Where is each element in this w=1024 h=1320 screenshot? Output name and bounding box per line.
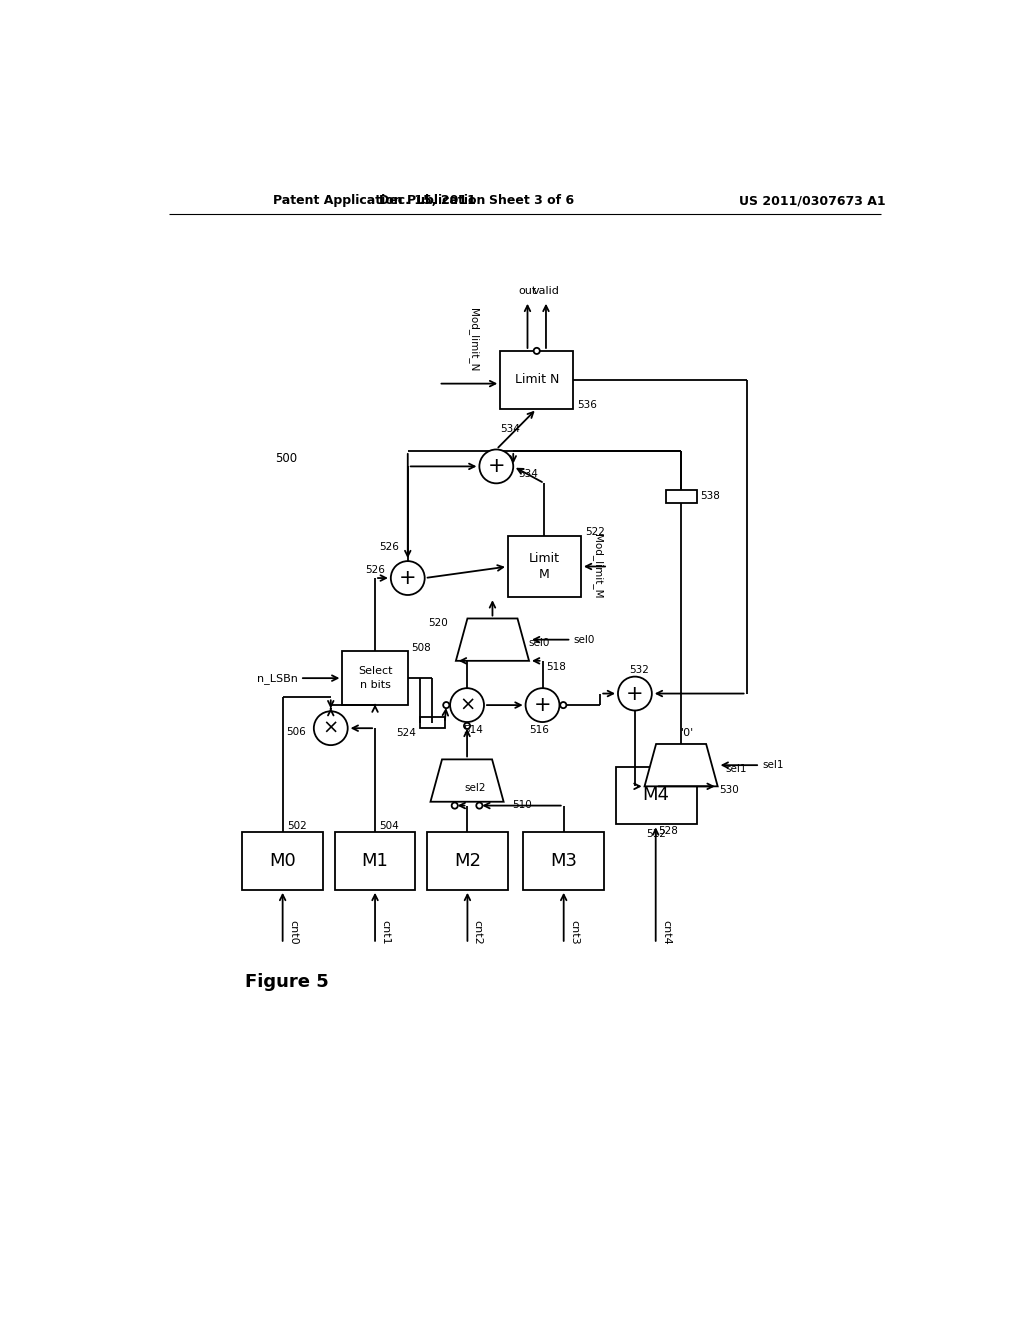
Circle shape bbox=[560, 702, 566, 708]
Bar bbox=[508, 536, 581, 597]
Text: out: out bbox=[518, 286, 537, 296]
Text: 504: 504 bbox=[380, 821, 399, 832]
Text: 526: 526 bbox=[365, 565, 385, 576]
Text: 506: 506 bbox=[287, 727, 306, 737]
Text: '0': '0' bbox=[681, 729, 694, 738]
Circle shape bbox=[479, 449, 513, 483]
Bar bbox=[666, 490, 696, 503]
Text: 514: 514 bbox=[463, 725, 483, 735]
Bar bbox=[420, 718, 444, 729]
Text: n bits: n bits bbox=[359, 680, 390, 690]
Text: +: + bbox=[487, 457, 505, 477]
Text: 500: 500 bbox=[275, 453, 297, 465]
Circle shape bbox=[313, 711, 348, 744]
Text: cnt3: cnt3 bbox=[569, 920, 580, 945]
Bar bbox=[615, 767, 696, 825]
Text: M3: M3 bbox=[550, 851, 578, 870]
Text: n_LSBn: n_LSBn bbox=[257, 673, 298, 684]
Polygon shape bbox=[430, 759, 504, 801]
Text: +: + bbox=[626, 684, 644, 704]
Text: cnt0: cnt0 bbox=[288, 920, 298, 945]
Text: 536: 536 bbox=[578, 400, 597, 409]
Bar bbox=[243, 832, 323, 890]
Polygon shape bbox=[644, 744, 718, 787]
Text: Mod_limit_M: Mod_limit_M bbox=[593, 535, 603, 599]
Circle shape bbox=[443, 702, 450, 708]
Text: sel1: sel1 bbox=[762, 760, 783, 770]
Text: 520: 520 bbox=[428, 618, 447, 628]
Text: cnt4: cnt4 bbox=[662, 920, 671, 945]
Circle shape bbox=[464, 723, 470, 729]
Text: M1: M1 bbox=[361, 851, 388, 870]
Polygon shape bbox=[456, 619, 529, 661]
Text: 518: 518 bbox=[547, 661, 566, 672]
Text: valid: valid bbox=[532, 286, 559, 296]
Text: 538: 538 bbox=[700, 491, 720, 502]
Text: ×: × bbox=[323, 718, 339, 738]
Text: Patent Application Publication: Patent Application Publication bbox=[273, 194, 485, 207]
Circle shape bbox=[451, 688, 484, 722]
Text: 534: 534 bbox=[500, 424, 520, 434]
Text: 512: 512 bbox=[646, 829, 667, 840]
Text: 524: 524 bbox=[396, 727, 416, 738]
Text: 502: 502 bbox=[288, 821, 307, 832]
Bar bbox=[427, 832, 508, 890]
Text: 528: 528 bbox=[658, 825, 678, 836]
Text: US 2011/0307673 A1: US 2011/0307673 A1 bbox=[739, 194, 886, 207]
Text: M0: M0 bbox=[269, 851, 296, 870]
Text: 510: 510 bbox=[512, 800, 531, 809]
Circle shape bbox=[525, 688, 559, 722]
Circle shape bbox=[476, 803, 482, 809]
Bar bbox=[335, 832, 416, 890]
Text: ×: × bbox=[459, 696, 475, 714]
Text: 534: 534 bbox=[518, 469, 538, 479]
Text: sel0: sel0 bbox=[573, 635, 595, 644]
Circle shape bbox=[534, 348, 540, 354]
Text: 526: 526 bbox=[379, 543, 398, 552]
Text: 530: 530 bbox=[720, 785, 739, 795]
Text: 522: 522 bbox=[585, 527, 605, 537]
Text: sel1: sel1 bbox=[726, 764, 748, 774]
Text: 532: 532 bbox=[629, 665, 648, 676]
Text: sel0: sel0 bbox=[528, 639, 549, 648]
Text: cnt2: cnt2 bbox=[473, 920, 483, 945]
Text: Dec. 15, 2011   Sheet 3 of 6: Dec. 15, 2011 Sheet 3 of 6 bbox=[380, 194, 574, 207]
Text: Select: Select bbox=[357, 667, 392, 676]
Bar bbox=[523, 832, 604, 890]
Text: Limit N: Limit N bbox=[514, 374, 559, 387]
Text: Figure 5: Figure 5 bbox=[245, 973, 329, 991]
Text: M: M bbox=[539, 568, 550, 581]
Text: +: + bbox=[399, 568, 417, 587]
Bar bbox=[500, 351, 573, 409]
Text: sel2: sel2 bbox=[464, 783, 485, 793]
Circle shape bbox=[617, 677, 652, 710]
Bar bbox=[342, 651, 408, 705]
Text: Limit: Limit bbox=[529, 552, 560, 565]
Text: M2: M2 bbox=[454, 851, 481, 870]
Text: Mod_limit_N: Mod_limit_N bbox=[468, 308, 478, 371]
Text: +: + bbox=[534, 696, 551, 715]
Text: M4: M4 bbox=[642, 787, 670, 804]
Text: 516: 516 bbox=[528, 725, 549, 735]
Text: 508: 508 bbox=[412, 643, 431, 653]
Circle shape bbox=[452, 803, 458, 809]
Circle shape bbox=[391, 561, 425, 595]
Text: cnt1: cnt1 bbox=[381, 920, 390, 945]
